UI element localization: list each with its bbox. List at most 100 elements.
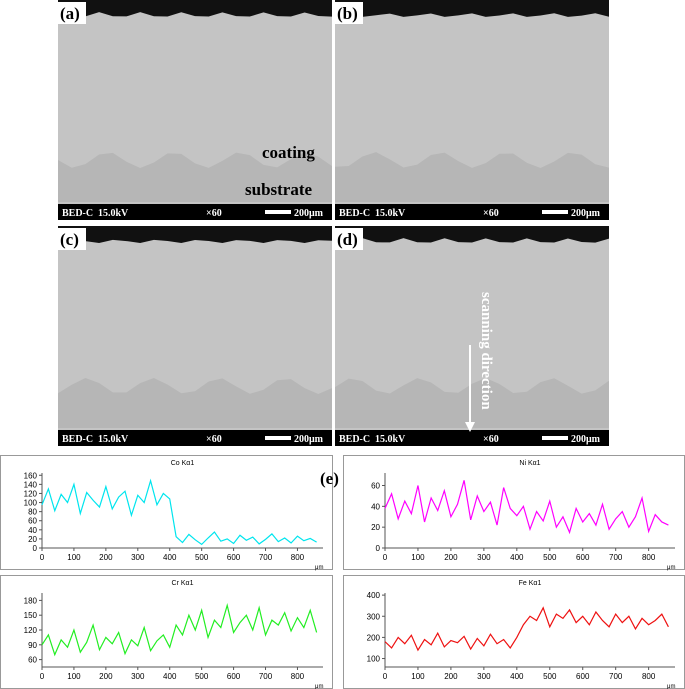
info-voltage: 15.0kV bbox=[375, 434, 406, 445]
y-tick-label: 160 bbox=[24, 471, 38, 480]
line-series bbox=[384, 480, 669, 535]
y-tick-label: 140 bbox=[24, 480, 38, 489]
chart-frame bbox=[343, 575, 685, 689]
x-tick-label: 800 bbox=[642, 672, 656, 681]
panel-label: (a) bbox=[60, 4, 80, 23]
chart-title: Fe Kα1 bbox=[519, 580, 542, 587]
x-tick-label: 700 bbox=[609, 672, 623, 681]
line-series bbox=[384, 606, 669, 652]
y-tick-label: 120 bbox=[24, 489, 38, 498]
info-voltage: 15.0kV bbox=[98, 208, 129, 219]
scale-bar bbox=[265, 436, 291, 440]
x-tick-label: 400 bbox=[510, 672, 524, 681]
x-tick-label: 200 bbox=[99, 672, 113, 681]
scan-arrow-head bbox=[465, 422, 475, 432]
x-tick-label: 800 bbox=[291, 672, 305, 681]
x-tick-label: 200 bbox=[444, 553, 458, 562]
annotation-scan: scanning direction bbox=[478, 292, 494, 410]
coating-top bbox=[58, 226, 332, 243]
y-tick-label: 100 bbox=[367, 655, 381, 664]
y-tick-label: 120 bbox=[24, 626, 38, 635]
x-tick-label: 0 bbox=[40, 672, 45, 681]
x-tick-label: 300 bbox=[477, 553, 491, 562]
label-box bbox=[58, 2, 86, 24]
y-tick-label: 0 bbox=[33, 544, 38, 553]
label-box bbox=[58, 228, 86, 250]
x-tick-label: 400 bbox=[163, 553, 177, 562]
x-tick-label: 100 bbox=[67, 672, 81, 681]
chart-title: Cr Kα1 bbox=[172, 580, 194, 587]
x-tick-label: 600 bbox=[227, 553, 241, 562]
y-tick-label: 0 bbox=[376, 544, 381, 553]
substrate-region bbox=[335, 152, 609, 202]
info-mode: BED-C bbox=[339, 208, 370, 219]
info-magnification: ×60 bbox=[483, 208, 499, 219]
label-box bbox=[335, 2, 363, 24]
info-mode: BED-C bbox=[339, 434, 370, 445]
info-bar bbox=[335, 430, 609, 446]
x-unit: μm bbox=[315, 684, 323, 689]
scale-bar bbox=[542, 436, 568, 440]
info-mode: BED-C bbox=[62, 434, 93, 445]
x-tick-label: 700 bbox=[259, 553, 273, 562]
x-tick-label: 200 bbox=[99, 553, 113, 562]
info-bar bbox=[335, 204, 609, 220]
x-tick-label: 500 bbox=[195, 553, 209, 562]
info-scale: 200μm bbox=[294, 434, 324, 445]
info-mode: BED-C bbox=[62, 208, 93, 219]
x-tick-label: 0 bbox=[40, 553, 45, 562]
info-voltage: 15.0kV bbox=[375, 208, 406, 219]
y-tick-label: 20 bbox=[371, 523, 380, 532]
x-tick-label: 700 bbox=[259, 672, 273, 681]
x-tick-label: 300 bbox=[131, 672, 145, 681]
x-unit: μm bbox=[667, 684, 675, 689]
x-tick-label: 600 bbox=[576, 553, 590, 562]
scale-bar bbox=[265, 210, 291, 214]
y-tick-label: 80 bbox=[28, 508, 37, 517]
coating-top bbox=[335, 0, 609, 17]
y-tick-label: 200 bbox=[367, 633, 381, 642]
label-box bbox=[335, 228, 363, 250]
y-tick-label: 300 bbox=[367, 612, 381, 621]
y-tick-label: 60 bbox=[371, 482, 380, 491]
info-scale: 200μm bbox=[571, 208, 601, 219]
x-tick-label: 500 bbox=[543, 553, 557, 562]
x-tick-label: 800 bbox=[642, 553, 656, 562]
info-magnification: ×60 bbox=[206, 434, 222, 445]
info-bar bbox=[58, 204, 332, 220]
x-unit: μm bbox=[315, 565, 323, 571]
annotation-substrate: substrate bbox=[245, 180, 313, 199]
chart-frame bbox=[0, 575, 333, 689]
info-scale: 200μm bbox=[294, 208, 324, 219]
x-tick-label: 100 bbox=[411, 553, 425, 562]
x-tick-label: 0 bbox=[383, 553, 388, 562]
y-tick-label: 40 bbox=[371, 502, 380, 511]
panel-label: (c) bbox=[60, 230, 79, 249]
substrate-region bbox=[58, 378, 332, 428]
coating-top bbox=[58, 0, 332, 17]
y-tick-label: 40 bbox=[28, 526, 37, 535]
x-tick-label: 700 bbox=[609, 553, 623, 562]
info-bar bbox=[58, 430, 332, 446]
y-tick-label: 400 bbox=[367, 591, 381, 600]
x-tick-label: 300 bbox=[477, 672, 491, 681]
y-tick-label: 60 bbox=[28, 517, 37, 526]
panel-label: (b) bbox=[337, 4, 358, 23]
substrate-region bbox=[58, 152, 332, 202]
y-tick-label: 150 bbox=[24, 611, 38, 620]
coating-top bbox=[335, 226, 609, 243]
panel-e-label: (e) bbox=[320, 469, 339, 488]
y-tick-label: 180 bbox=[24, 596, 38, 605]
x-tick-label: 600 bbox=[227, 672, 241, 681]
x-tick-label: 800 bbox=[291, 553, 305, 562]
line-series bbox=[41, 602, 318, 657]
y-tick-label: 20 bbox=[28, 535, 37, 544]
panel-label: (d) bbox=[337, 230, 358, 249]
y-tick-label: 90 bbox=[28, 641, 37, 650]
info-scale: 200μm bbox=[571, 434, 601, 445]
chart-frame bbox=[0, 455, 333, 570]
info-voltage: 15.0kV bbox=[98, 434, 129, 445]
x-tick-label: 600 bbox=[576, 672, 590, 681]
scale-bar bbox=[542, 210, 568, 214]
